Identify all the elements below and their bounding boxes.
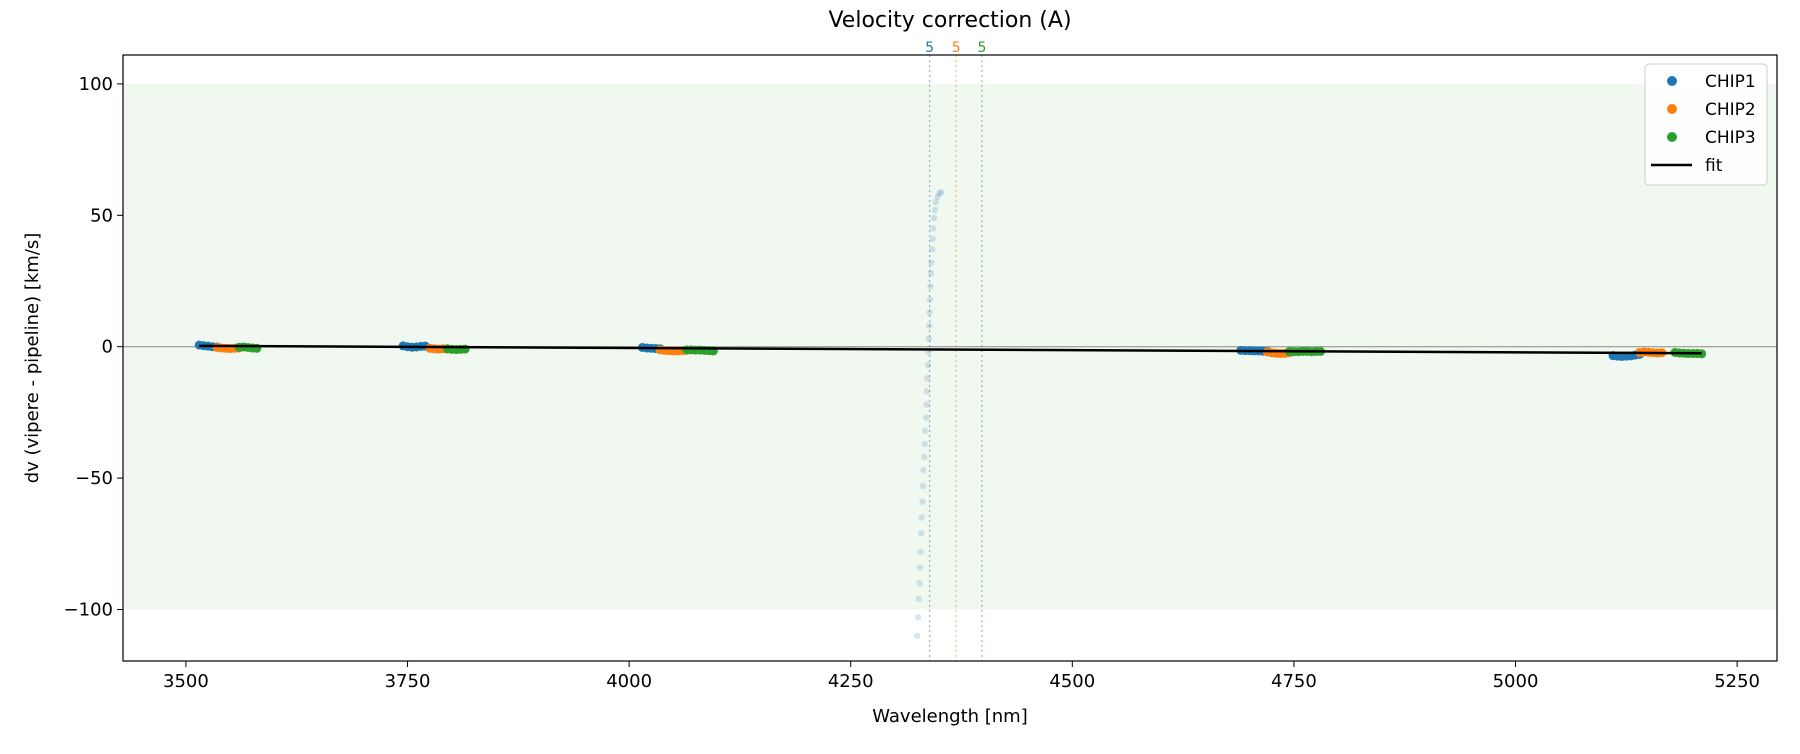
rejected-point bbox=[916, 564, 924, 571]
chip-boundary-label-1: 5 bbox=[925, 40, 934, 56]
x-tick-label: 4250 bbox=[828, 671, 874, 692]
rejected-point bbox=[914, 614, 922, 621]
y-tick-label: 100 bbox=[79, 74, 113, 95]
rejected-point bbox=[926, 296, 934, 303]
rejected-point bbox=[929, 225, 937, 232]
rejected-point bbox=[927, 269, 935, 277]
rejected-point bbox=[923, 401, 930, 408]
rejected-point bbox=[929, 235, 936, 243]
rejected-point bbox=[921, 427, 929, 434]
rejected-point bbox=[914, 632, 921, 639]
rejected-point bbox=[931, 206, 939, 214]
legend-label-fit: fit bbox=[1705, 156, 1723, 176]
rejected-point bbox=[937, 188, 945, 196]
y-tick-label: 50 bbox=[90, 205, 113, 226]
y-tick-label: −100 bbox=[64, 599, 113, 620]
legend-label-chip2: CHIP2 bbox=[1705, 100, 1756, 120]
rejected-point bbox=[929, 246, 936, 253]
x-tick-label: 3500 bbox=[163, 671, 209, 692]
rejected-point bbox=[921, 440, 928, 448]
x-tick-label: 5250 bbox=[1714, 671, 1760, 692]
legend-marker-chip1 bbox=[1667, 76, 1677, 86]
rejected-point bbox=[928, 259, 935, 266]
rejected-point bbox=[936, 190, 943, 197]
rejected-point bbox=[919, 482, 927, 490]
chart-title: Velocity correction (A) bbox=[828, 8, 1071, 33]
rejected-point bbox=[919, 498, 926, 505]
legend-marker-chip2 bbox=[1667, 104, 1677, 114]
rejected-point bbox=[926, 309, 933, 316]
rejected-point bbox=[921, 453, 928, 461]
rejected-point bbox=[925, 322, 933, 329]
rejected-point bbox=[927, 283, 934, 290]
rejected-point bbox=[922, 414, 930, 421]
legend-label-chip1: CHIP1 bbox=[1705, 72, 1756, 92]
legend: CHIP1 CHIP2 CHIP3 fit bbox=[1644, 63, 1768, 186]
y-axis-label: dv (vipere - pipeline) [km/s] bbox=[22, 233, 43, 484]
data-point-chip3 bbox=[1697, 349, 1707, 359]
rejected-point bbox=[917, 530, 925, 537]
rejected-point bbox=[918, 514, 925, 521]
x-tick-label: 5000 bbox=[1493, 671, 1539, 692]
chip-boundary-label-3: 5 bbox=[977, 40, 986, 56]
rejected-point bbox=[925, 335, 932, 343]
rejected-point bbox=[932, 198, 940, 206]
x-tick-label: 4500 bbox=[1049, 671, 1095, 692]
plot-frame bbox=[122, 54, 1778, 662]
rejected-point bbox=[934, 193, 941, 201]
y-tick-label: −50 bbox=[75, 468, 113, 489]
rejected-point bbox=[924, 375, 931, 382]
legend-marker-chip3 bbox=[1667, 132, 1677, 142]
rejected-point bbox=[917, 548, 924, 555]
rejected-point bbox=[923, 388, 931, 395]
x-tick-label: 4000 bbox=[606, 671, 652, 692]
rejected-point bbox=[930, 214, 938, 222]
rejected-point bbox=[916, 580, 923, 587]
rejected-point bbox=[915, 595, 923, 603]
x-tick-label: 4750 bbox=[1271, 671, 1317, 692]
y-tick-label: 0 bbox=[102, 337, 113, 358]
chip-boundary-label-2: 5 bbox=[952, 40, 961, 56]
data-point-chip3 bbox=[460, 344, 470, 354]
legend-label-chip3: CHIP3 bbox=[1705, 128, 1756, 148]
rejected-point bbox=[924, 361, 932, 369]
rejected-point bbox=[920, 467, 927, 474]
legend-frame bbox=[1644, 63, 1768, 186]
fit-line bbox=[199, 344, 1702, 355]
x-axis-label: Wavelength [nm] bbox=[872, 706, 1028, 727]
x-tick-label: 3750 bbox=[385, 671, 431, 692]
